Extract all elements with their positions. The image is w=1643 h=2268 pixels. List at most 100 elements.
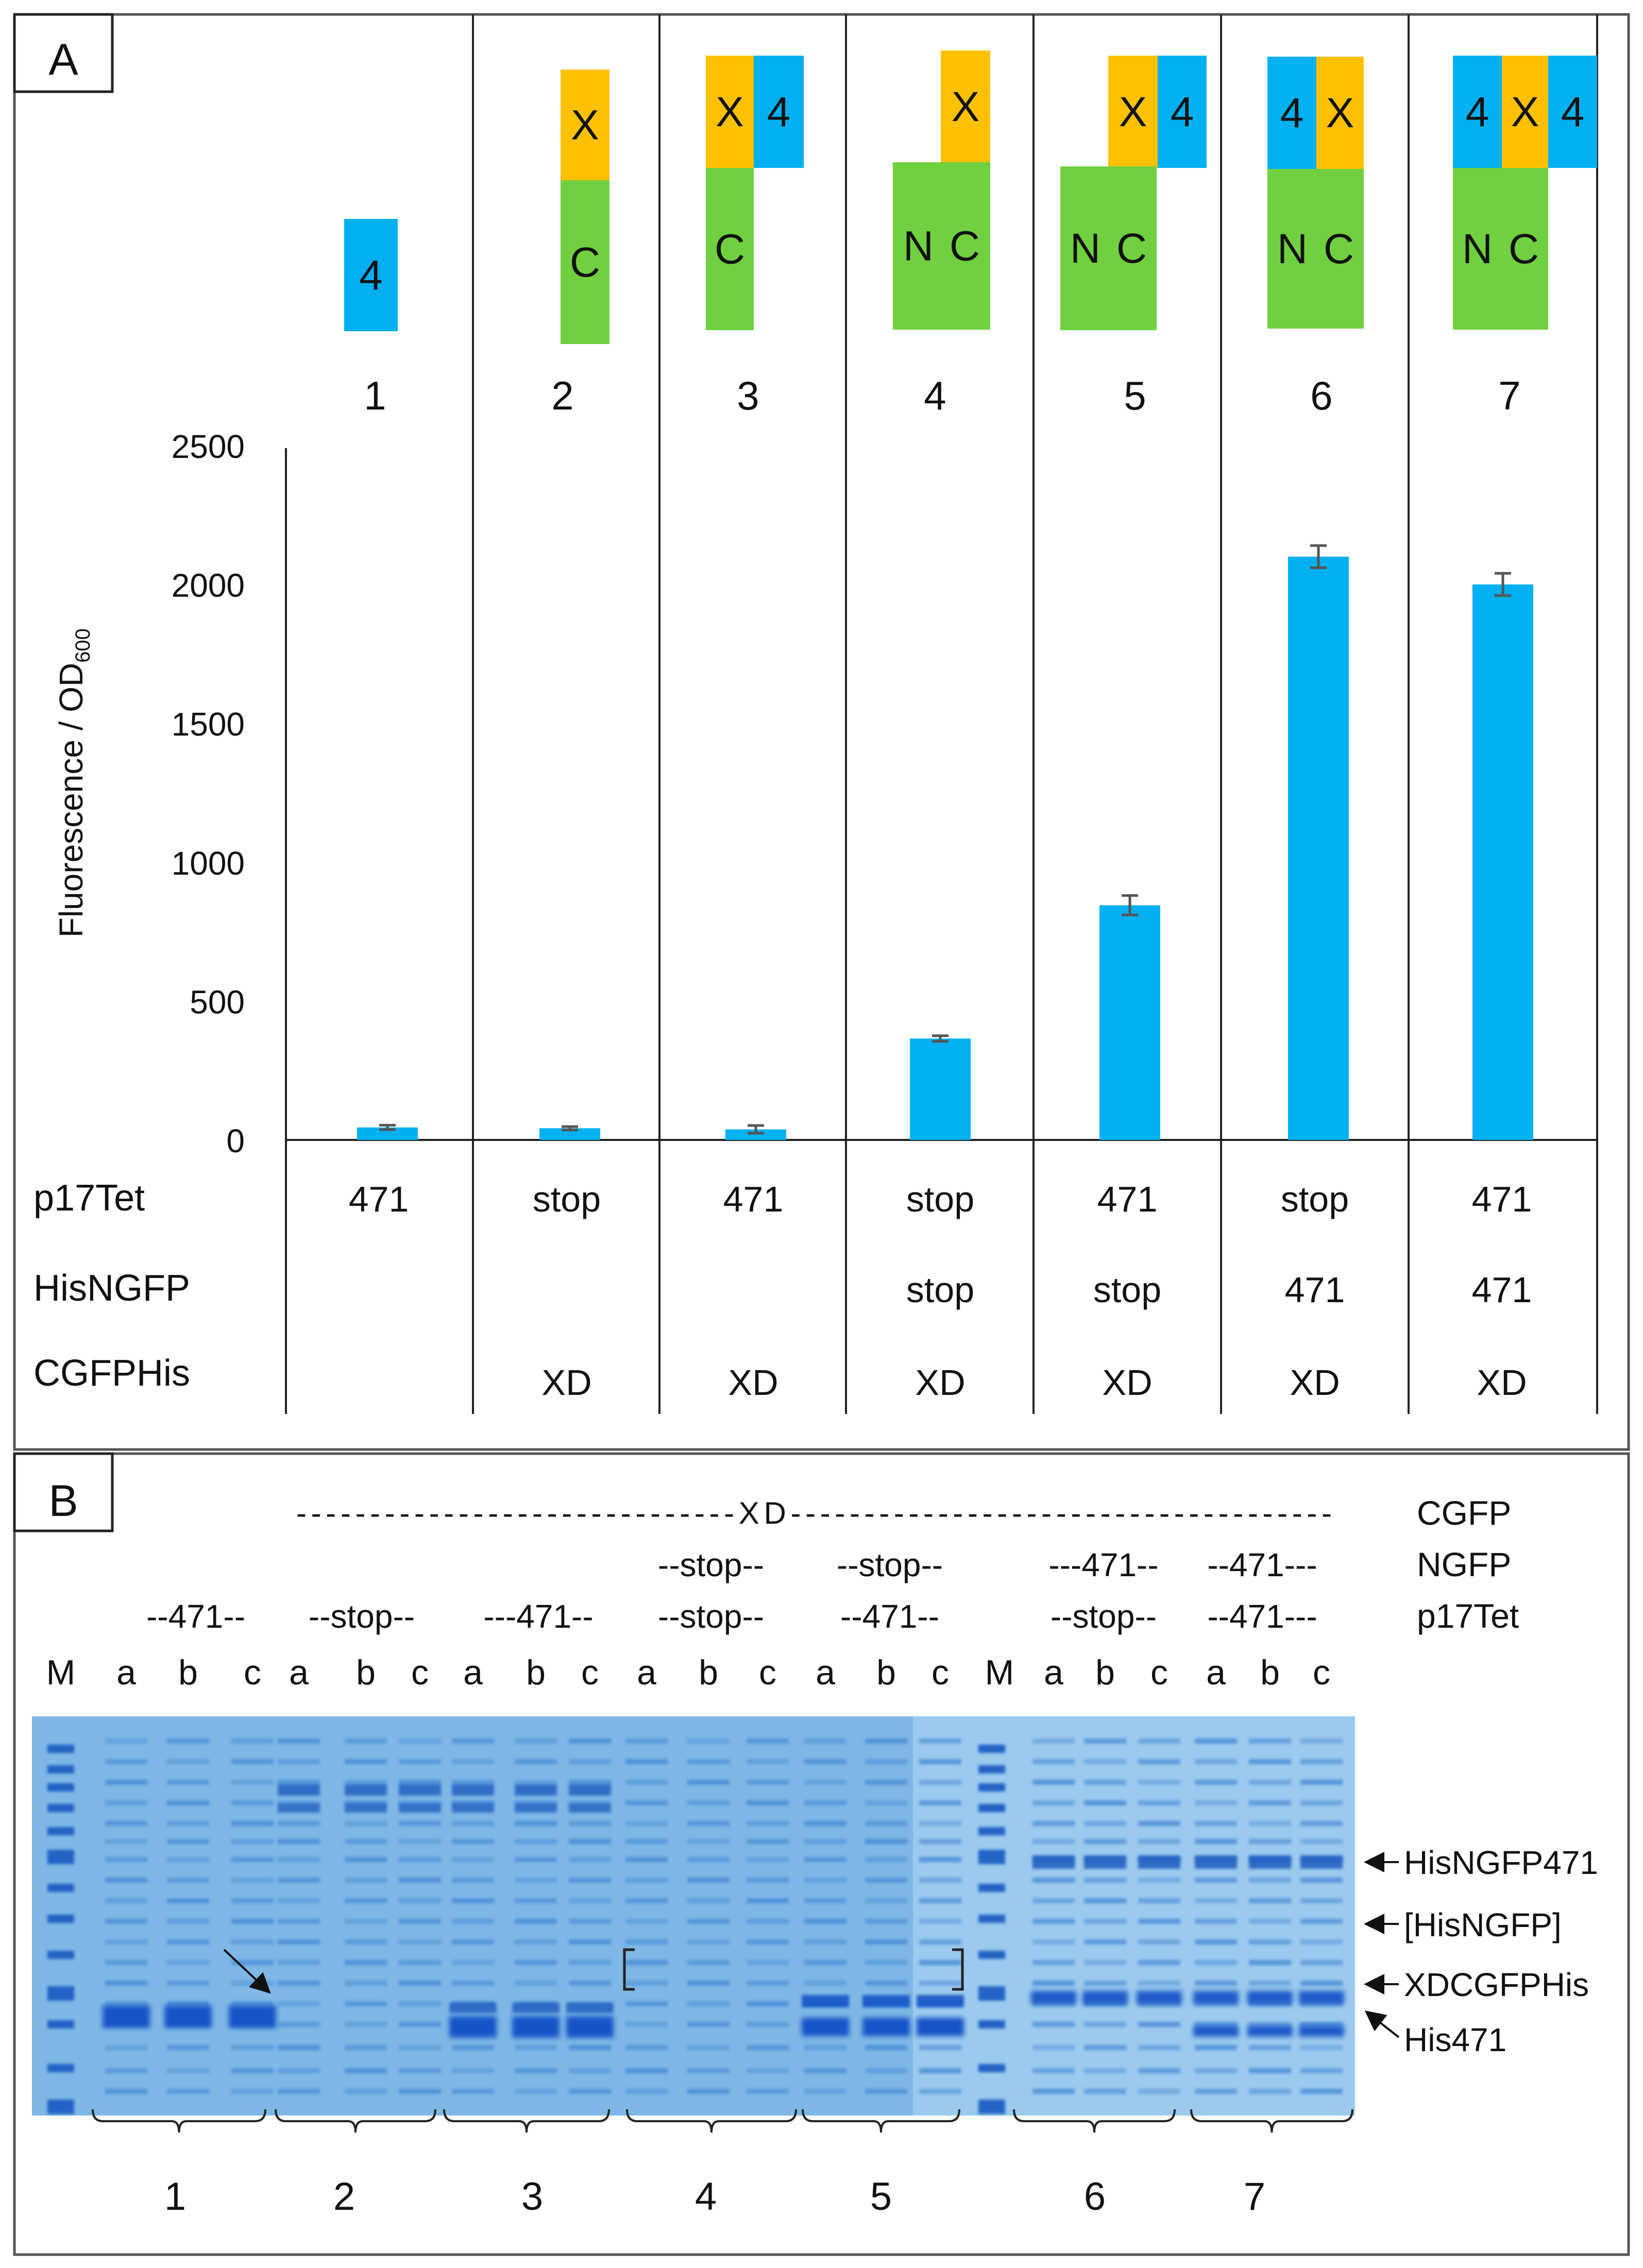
gel-band <box>978 1827 1005 1835</box>
gel-band <box>231 1738 274 1744</box>
gel-band <box>47 1951 74 1959</box>
gel-band <box>399 2045 441 2050</box>
lane-letter: a <box>463 1653 483 1692</box>
lane-letter: c <box>411 1653 429 1692</box>
lane-bracket <box>1013 2109 1176 2133</box>
row-value: stop <box>1093 1270 1161 1310</box>
gel-band <box>1249 1738 1291 1744</box>
gel-band <box>1247 1991 1293 2004</box>
band-label: XDCGFPHis <box>1404 1966 1589 2003</box>
gel-band <box>862 1995 910 2007</box>
row-title: p17Tet <box>1417 1597 1519 1635</box>
row-value: stop <box>533 1179 601 1219</box>
gel-band <box>625 2022 668 2027</box>
gel-band <box>399 1939 441 1945</box>
gel-band <box>747 1800 789 1805</box>
gel-band <box>278 1738 320 1744</box>
gel-band <box>1138 2022 1180 2027</box>
row-value: XD <box>915 1362 965 1403</box>
construct-block-blue <box>1548 56 1597 168</box>
gel-band <box>1195 1800 1237 1805</box>
gel-band <box>1084 2045 1126 2050</box>
construct-block-green <box>1267 169 1364 329</box>
gel-band <box>804 1800 846 1805</box>
gel-band <box>625 1939 668 1945</box>
gel-band <box>1300 1738 1343 1744</box>
gel-band <box>47 1804 74 1812</box>
gel-band <box>515 1784 557 1796</box>
gel-band <box>747 2068 789 2073</box>
construct-block-green <box>1060 166 1157 330</box>
gel-band <box>345 1960 387 1965</box>
gel-band <box>747 1839 789 1844</box>
row-value: XD <box>1477 1362 1527 1403</box>
gel-band <box>569 1919 611 1924</box>
gel-band <box>1138 2089 1180 2094</box>
construct-block-blue <box>1267 57 1316 169</box>
gel-band <box>687 2045 730 2050</box>
gel-band <box>625 1919 668 1924</box>
gel-band <box>566 2016 614 2038</box>
gel-band <box>1084 1855 1126 1869</box>
construct-block-orange <box>1316 57 1364 169</box>
gel-band <box>278 2089 320 2094</box>
gel-band <box>625 1759 668 1764</box>
gel-band <box>399 1981 441 1986</box>
gel-band <box>167 1780 209 1785</box>
bar <box>1099 905 1160 1140</box>
construct-block-orange <box>1108 56 1158 168</box>
gel-band <box>1032 1919 1075 1924</box>
row-values: 471 stop 471 stop 471 stop 471 stop stop 471 471 XD… <box>349 1179 1532 1403</box>
gel-band <box>345 1981 387 1986</box>
gel-band <box>747 1919 789 1924</box>
gel-band <box>345 1738 387 1744</box>
band-label: HisNGFP471 <box>1404 1844 1598 1881</box>
gel-band <box>1195 1839 1237 1844</box>
gel-band <box>231 1821 274 1826</box>
ngfp-group: --stop-- <box>837 1546 943 1583</box>
gel-band <box>1195 1878 1237 1883</box>
gel-band <box>1300 1855 1343 1869</box>
gel-band <box>1300 1878 1343 1883</box>
gel-band <box>1138 2045 1180 2050</box>
gel-band <box>105 1780 147 1785</box>
gel-band <box>1138 1919 1180 1924</box>
gel-band <box>625 1800 668 1805</box>
gel-band <box>978 2020 1005 2028</box>
gel-band <box>452 1784 494 1796</box>
gel-band <box>231 2001 274 2006</box>
construct-label: N <box>1462 226 1493 272</box>
gel-band <box>399 2001 441 2006</box>
gel-band <box>625 1878 668 1883</box>
gel-band <box>345 2089 387 2094</box>
gel-band <box>919 2045 961 2050</box>
gel-band <box>804 1898 846 1903</box>
gel-band <box>1300 1919 1343 1924</box>
construct-block-blue <box>1453 56 1502 168</box>
construct-block-blue <box>344 219 398 331</box>
group-number: 1 <box>164 2175 186 2219</box>
lane-letter: a <box>1044 1653 1063 1692</box>
gel-band <box>1032 1821 1075 1826</box>
gel-band <box>1031 1991 1076 2004</box>
gel-band <box>1249 2068 1291 2073</box>
gel-band <box>47 2100 74 2114</box>
gel-band <box>1138 2068 1180 2073</box>
gel-band <box>919 1738 961 1744</box>
gel-band <box>865 1981 907 1986</box>
gel-band <box>1138 1738 1180 1744</box>
gel-band <box>231 1939 274 1945</box>
gel-band <box>345 1759 387 1764</box>
gel-band <box>452 1738 494 1744</box>
gel-band <box>452 1839 494 1844</box>
gel-band <box>865 1759 907 1764</box>
construct-label: C <box>1116 225 1147 272</box>
gel-band <box>452 2089 494 2094</box>
gel-band <box>231 2068 274 2073</box>
gel-band <box>625 2089 668 2094</box>
gel-band <box>452 1960 494 1965</box>
construct-label: C <box>570 239 600 286</box>
gel-band <box>625 1981 668 1986</box>
gel-band <box>1032 1898 1075 1903</box>
gel-band <box>569 2068 611 2073</box>
